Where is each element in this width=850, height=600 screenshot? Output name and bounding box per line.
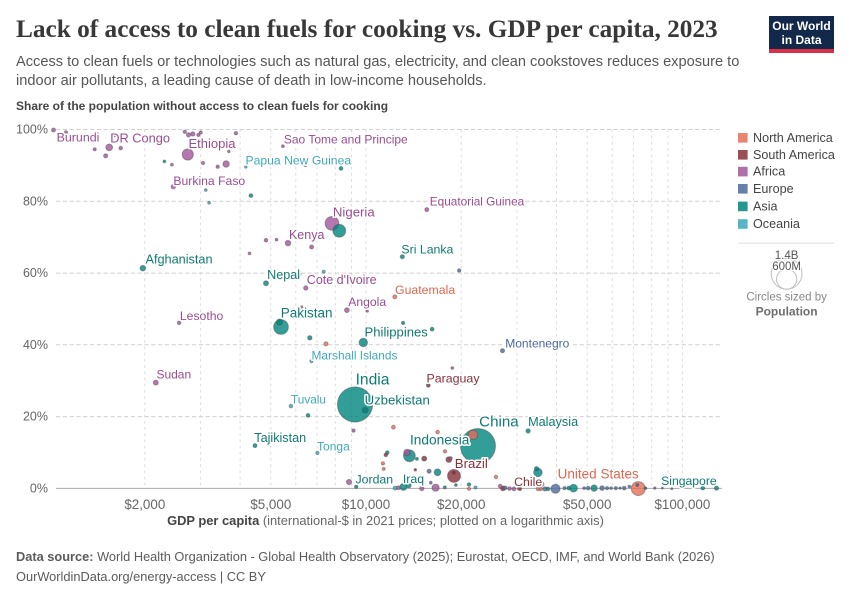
svg-text:Tuvalu: Tuvalu [291,392,326,406]
svg-text:Tajikistan: Tajikistan [254,431,306,445]
svg-text:$20,000: $20,000 [437,497,485,512]
svg-text:DR Congo: DR Congo [110,130,170,145]
svg-text:$100,000: $100,000 [654,497,710,512]
svg-text:Ethiopia: Ethiopia [189,136,237,151]
svg-text:Nepal: Nepal [267,268,300,282]
svg-text:Sao Tome and Principe: Sao Tome and Principe [284,132,408,146]
svg-text:Montenegro: Montenegro [505,337,569,351]
svg-text:Philippines: Philippines [365,324,429,339]
svg-text:India: India [356,371,390,388]
svg-text:United States: United States [558,467,639,482]
svg-text:GDP per capita (international-: GDP per capita (international-$ in 2021 … [167,513,604,528]
svg-text:Sri Lanka: Sri Lanka [401,242,453,256]
svg-text:Papua New Guinea: Papua New Guinea [245,153,351,167]
svg-text:Burkina Faso: Burkina Faso [173,174,245,188]
svg-text:1.4B: 1.4B [775,250,799,262]
svg-text:$50,000: $50,000 [563,497,611,512]
svg-text:$10,000: $10,000 [342,497,390,512]
svg-text:Cote d'Ivoire: Cote d'Ivoire [307,273,377,287]
svg-text:Uzbekistan: Uzbekistan [365,392,430,407]
svg-text:Chile: Chile [514,475,542,489]
svg-text:Burundi: Burundi [57,131,100,145]
svg-text:Oceania: Oceania [753,217,800,231]
svg-text:$5,000: $5,000 [250,497,291,512]
svg-text:Sudan: Sudan [156,368,191,382]
svg-text:Afghanistan: Afghanistan [145,253,212,267]
svg-text:40%: 40% [23,338,48,352]
svg-text:Africa: Africa [753,165,785,179]
svg-text:Jordan: Jordan [355,472,393,486]
svg-text:Pakistan: Pakistan [281,305,333,320]
svg-text:Marshall Islands: Marshall Islands [312,349,398,363]
svg-text:North America: North America [753,131,833,145]
svg-text:Brazil: Brazil [455,456,488,471]
svg-text:Lesotho: Lesotho [180,309,224,323]
svg-text:Equatorial Guinea: Equatorial Guinea [430,195,525,209]
svg-text:Singapore: Singapore [661,474,717,488]
svg-text:Angola: Angola [348,295,386,309]
svg-text:Iraq: Iraq [403,472,424,486]
svg-text:Circles sized by: Circles sized by [746,292,827,304]
svg-text:South America: South America [753,148,835,162]
svg-text:60%: 60% [23,266,48,280]
svg-text:Population: Population [756,305,818,319]
svg-text:Europe: Europe [753,182,794,196]
svg-text:Nigeria: Nigeria [333,205,375,220]
svg-text:Tonga: Tonga [317,439,350,453]
svg-text:$2,000: $2,000 [124,497,165,512]
svg-text:80%: 80% [23,194,48,208]
svg-text:China: China [479,413,519,430]
svg-text:Asia: Asia [753,199,778,213]
svg-text:0%: 0% [30,481,48,495]
svg-text:600M: 600M [772,261,801,273]
svg-text:100%: 100% [16,123,48,137]
svg-text:Indonesia: Indonesia [410,433,470,448]
svg-text:Malaysia: Malaysia [528,415,579,429]
svg-text:Kenya: Kenya [289,228,324,242]
svg-text:Paraguay: Paraguay [426,372,480,386]
svg-text:20%: 20% [23,410,48,424]
svg-text:Guatemala: Guatemala [395,283,455,297]
